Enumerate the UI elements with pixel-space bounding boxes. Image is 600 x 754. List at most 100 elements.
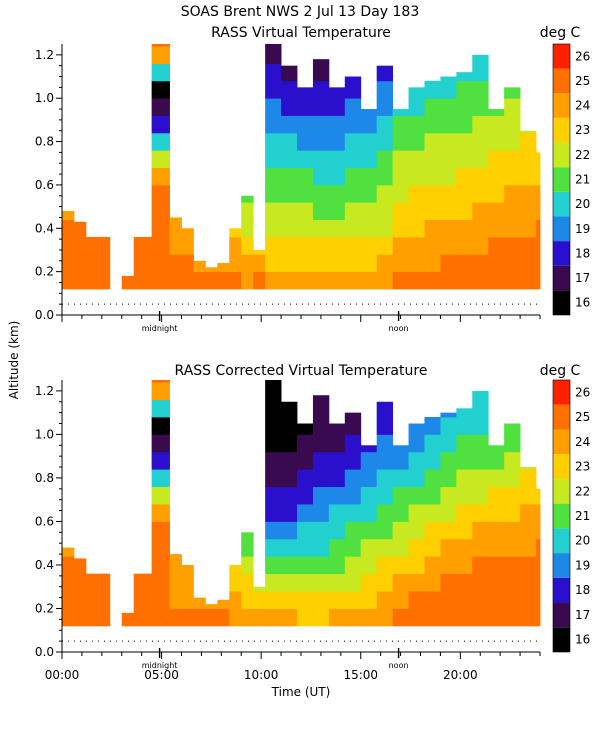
- heatmap-cell: [297, 608, 314, 627]
- heatmap-cell: [151, 434, 170, 453]
- heatmap-cell: [360, 184, 378, 203]
- x-tick-label: 05:00: [144, 668, 179, 682]
- heatmap-cell: [376, 504, 394, 522]
- heatmap-cell: [472, 416, 489, 435]
- heatmap-cell: [472, 167, 489, 186]
- heatmap-cell: [360, 109, 378, 116]
- heatmap-cell: [488, 236, 505, 255]
- heatmap-cell: [265, 504, 282, 522]
- heatmap-cell: [312, 63, 330, 82]
- heatmap-cell: [360, 445, 378, 453]
- heatmap-cell: [376, 254, 394, 273]
- heatmap-cell: [73, 221, 87, 238]
- heatmap-cell: [151, 184, 170, 203]
- heatmap-cell: [151, 236, 170, 255]
- heatmap-cell: [376, 608, 394, 627]
- heatmap-cell: [281, 65, 298, 82]
- heatmap-cell: [424, 167, 441, 186]
- heatmap-cell: [504, 167, 521, 186]
- heatmap-cell: [328, 556, 346, 575]
- heatmap-cell: [241, 236, 254, 255]
- heatmap-cell: [265, 167, 282, 186]
- heatmap-cell: [488, 573, 505, 592]
- heatmap-cell: [392, 132, 409, 151]
- heatmap-cell: [472, 538, 489, 557]
- heatmap-cell: [504, 115, 521, 134]
- x-tick-label: 00:00: [45, 668, 80, 682]
- heatmap-cell: [392, 538, 409, 557]
- heatmap-cell: [440, 150, 457, 168]
- heatmap-cell: [85, 573, 99, 592]
- heatmap-cell: [408, 573, 425, 592]
- heatmap-cell: [472, 236, 489, 255]
- heatmap-cell: [193, 608, 206, 627]
- heatmap-cell: [265, 80, 282, 99]
- heatmap-cell: [328, 202, 346, 221]
- colorbar-swatch: [553, 265, 570, 291]
- heatmap-cell: [151, 44, 170, 47]
- heatmap-cell: [85, 236, 99, 255]
- heatmap-cell: [62, 271, 75, 290]
- heatmap-cell: [504, 219, 521, 238]
- heatmap-cell: [151, 521, 170, 540]
- y-tick-label: 1.2: [35, 48, 54, 62]
- heatmap-cell: [328, 132, 346, 151]
- colorbar-label: 20: [575, 534, 590, 548]
- heatmap-cell: [392, 150, 409, 168]
- heatmap-cell: [312, 608, 330, 627]
- heatmap-cell: [536, 236, 541, 255]
- heatmap-cell: [440, 504, 457, 522]
- heatmap-cell: [520, 591, 537, 609]
- heatmap-cell: [536, 591, 541, 609]
- heatmap-cell: [297, 486, 314, 505]
- heatmap-cell: [376, 184, 394, 203]
- heatmap-cell: [456, 72, 473, 82]
- heatmap-cell: [504, 150, 521, 168]
- heatmap-cell: [504, 98, 521, 116]
- heatmap-cell: [424, 132, 441, 151]
- heatmap-cell: [456, 132, 473, 151]
- heatmap-cell: [297, 87, 314, 99]
- heatmap-cell: [424, 434, 441, 453]
- heatmap-cell: [408, 87, 425, 99]
- heatmap-cell: [376, 65, 394, 82]
- heatmap-cell: [73, 271, 87, 290]
- heatmap-cell: [151, 167, 170, 186]
- heatmap-cell: [344, 608, 362, 627]
- heatmap-cell: [193, 260, 206, 273]
- heatmap-cell: [440, 556, 457, 575]
- heatmap-cell: [456, 434, 473, 453]
- heatmap-cell: [328, 521, 346, 540]
- heatmap-cell: [281, 167, 298, 186]
- heatmap-cell: [488, 469, 505, 488]
- heatmap-cell: [253, 591, 266, 609]
- heatmap-cell: [265, 202, 282, 221]
- heatmap-cell: [312, 98, 330, 116]
- heatmap-cell: [456, 98, 473, 116]
- heatmap-cell: [440, 184, 457, 203]
- heatmap-cell: [440, 98, 457, 116]
- heatmap-cell: [281, 469, 298, 488]
- heatmap-cell: [424, 271, 441, 290]
- heatmap-cell: [181, 608, 194, 627]
- x-tick-label: 15:00: [343, 668, 378, 682]
- heatmap-cell: [344, 132, 362, 151]
- heatmap-cell: [520, 130, 537, 134]
- heatmap-cell: [297, 469, 314, 488]
- colorbar-label: 23: [575, 123, 590, 137]
- heatmap-cell: [151, 504, 170, 522]
- heatmap-cell: [456, 556, 473, 575]
- time-marker-label: midnight: [142, 324, 178, 333]
- heatmap-cell: [151, 132, 170, 151]
- heatmap-cell: [376, 573, 394, 592]
- heatmap-cell: [297, 132, 314, 151]
- heatmap-cell: [281, 538, 298, 557]
- heatmap-cell: [472, 504, 489, 522]
- heatmap-cell: [281, 219, 298, 238]
- heatmap-cell: [151, 382, 170, 400]
- heatmap-cell: [376, 486, 394, 505]
- y-tick-label: 0.4: [35, 221, 54, 235]
- heatmap-cell: [328, 423, 346, 435]
- heatmap-cell: [265, 591, 282, 609]
- heatmap-cell: [472, 434, 489, 453]
